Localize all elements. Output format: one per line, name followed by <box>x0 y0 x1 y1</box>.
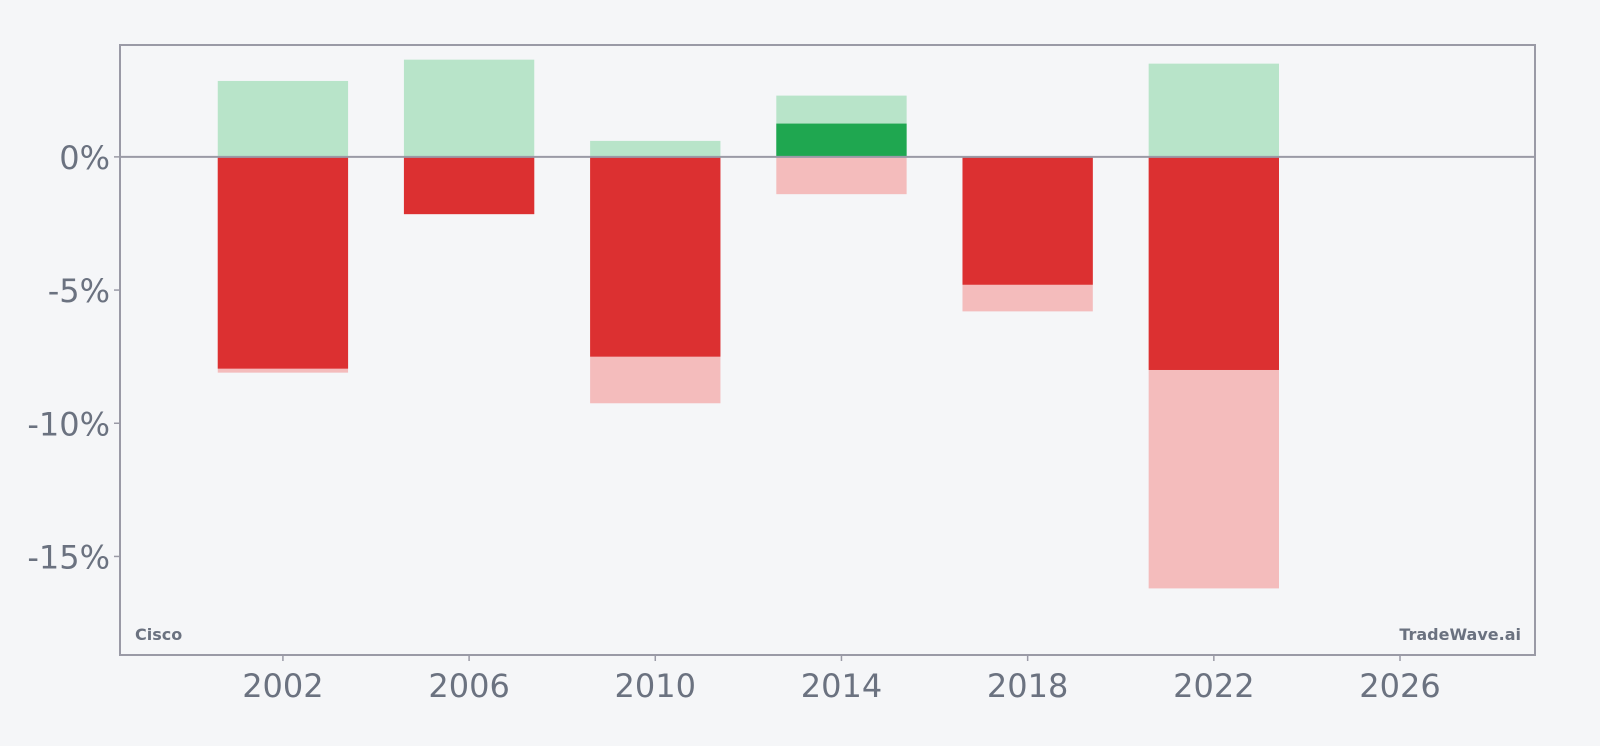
bar-value-2018 <box>962 156 1093 285</box>
bar-range-negative-2014 <box>776 156 907 195</box>
y-tick-label--15: -15% <box>27 538 110 576</box>
bar-range-positive-2002 <box>217 80 349 157</box>
brand-label: TradeWave.ai <box>1399 625 1521 644</box>
x-tick-label-2018: 2018 <box>987 667 1068 705</box>
bar-value-2014 <box>776 123 907 157</box>
y-tick-label--5: -5% <box>48 272 110 310</box>
company-label: Cisco <box>135 625 182 644</box>
y-axis: 0% -5% -10% -15% <box>27 139 120 576</box>
x-tick-label-2002: 2002 <box>242 667 323 705</box>
bar-range-positive-2022 <box>1148 63 1279 157</box>
bar-group-2014 <box>776 95 907 195</box>
x-tick-label-2026: 2026 <box>1359 667 1440 705</box>
bar-range-positive-2010 <box>590 140 721 157</box>
bar-group-2022 <box>1148 63 1279 589</box>
bar-value-2006 <box>403 156 535 215</box>
bar-group-2010 <box>590 140 721 404</box>
bar-value-2010 <box>590 156 721 357</box>
bar-group-2002 <box>217 80 349 373</box>
x-tick-label-2022: 2022 <box>1173 667 1254 705</box>
bar-group-2018 <box>962 156 1093 312</box>
plot-frame <box>119 44 1536 656</box>
y-tick-label--10: -10% <box>27 405 110 443</box>
bar-value-2022 <box>1148 156 1279 370</box>
x-tick-label-2014: 2014 <box>801 667 882 705</box>
x-tick-label-2006: 2006 <box>428 667 509 705</box>
bar-range-positive-2006 <box>403 59 535 157</box>
bars-layer <box>217 59 1279 589</box>
y-tick-label-0: 0% <box>59 139 110 177</box>
x-tick-label-2010: 2010 <box>615 667 696 705</box>
x-axis: 2002 2006 2010 2014 2018 2022 2026 <box>242 655 1441 705</box>
bar-group-2006 <box>403 59 535 215</box>
bar-value-2002 <box>217 156 349 369</box>
